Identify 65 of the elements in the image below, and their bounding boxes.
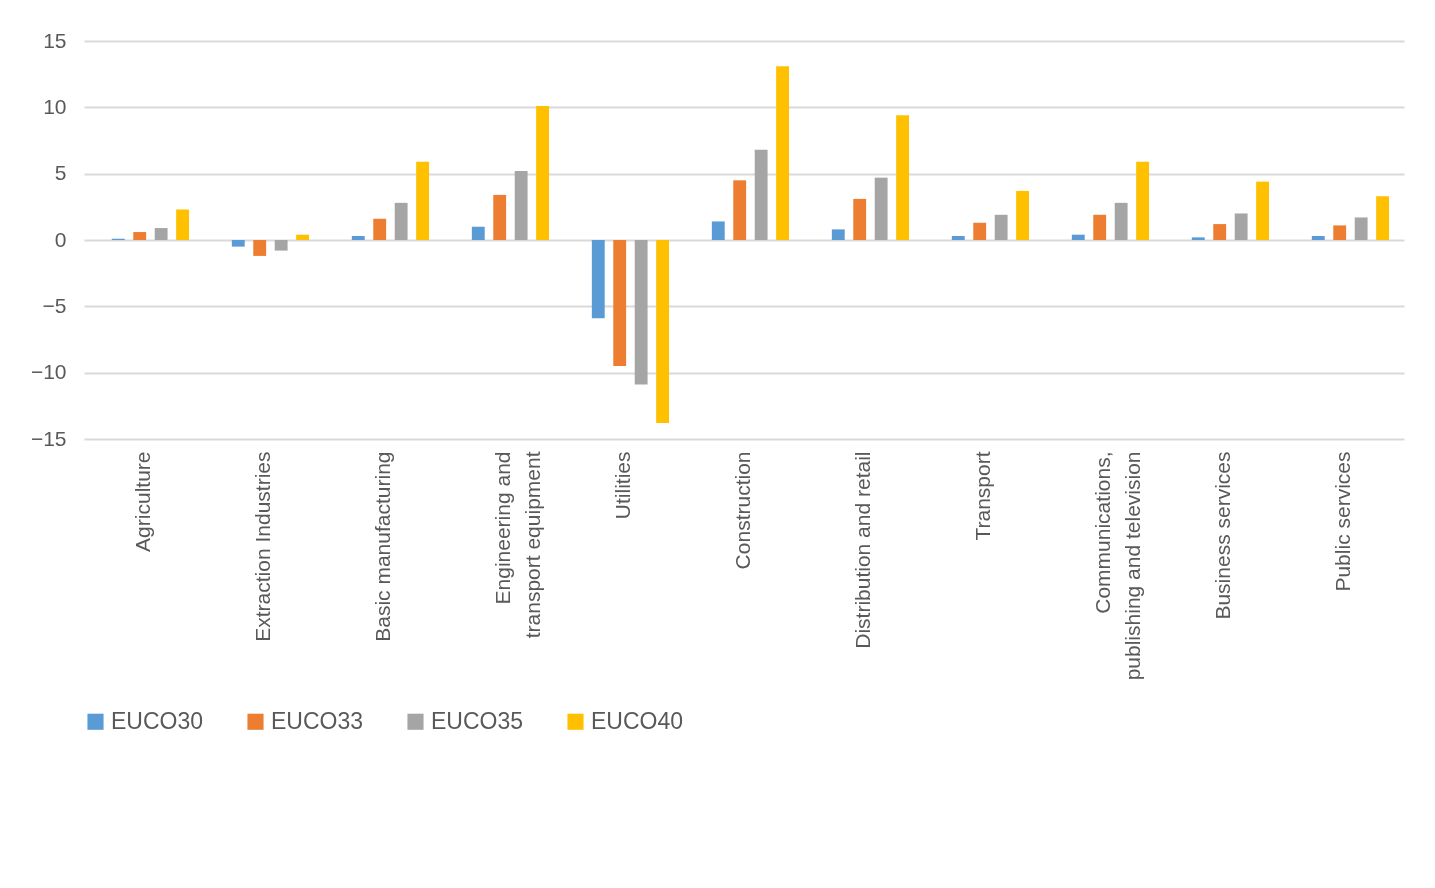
bar	[1114, 202, 1128, 240]
y-tick-label: 0	[54, 227, 67, 251]
bar	[711, 221, 725, 240]
bar	[514, 171, 528, 240]
bar	[1354, 217, 1368, 240]
bar	[1256, 181, 1270, 240]
bar	[1093, 214, 1107, 240]
bar	[634, 240, 648, 385]
bar	[231, 240, 245, 247]
bar	[754, 149, 768, 240]
bar	[154, 228, 168, 240]
bar	[253, 240, 267, 256]
legend-label: EUCO30	[111, 707, 204, 734]
bar	[853, 198, 867, 240]
legend-label: EUCO33	[271, 707, 364, 734]
x-tick-label: Utilities	[611, 451, 634, 520]
x-tick-label: Communications, publishing and television	[1091, 451, 1144, 681]
bar	[994, 214, 1008, 240]
y-tick-label: −10	[30, 360, 67, 384]
y-tick-label: 10	[43, 94, 67, 118]
x-tick-label: Agriculture	[131, 451, 154, 552]
bar	[471, 226, 485, 240]
bar	[1016, 190, 1030, 240]
x-tick-label: Public services	[1331, 451, 1354, 592]
bar	[973, 222, 987, 240]
bar	[1071, 234, 1085, 240]
bar	[896, 115, 910, 240]
y-tick-label: 5	[54, 161, 67, 185]
bar	[351, 236, 365, 240]
bar	[613, 240, 627, 367]
bar	[656, 240, 670, 424]
x-tick-label: Extraction Industries	[251, 451, 274, 642]
bar	[274, 240, 288, 251]
y-tick-label: 15	[43, 28, 67, 52]
bar	[133, 232, 147, 240]
bar	[536, 106, 550, 240]
bar	[493, 194, 507, 240]
bar	[394, 202, 408, 240]
bar	[733, 180, 747, 240]
bar	[1376, 196, 1390, 240]
bar	[776, 66, 790, 240]
bar	[373, 218, 387, 240]
bar	[1191, 237, 1205, 240]
bar	[591, 240, 605, 319]
bar	[831, 229, 845, 240]
bar	[176, 209, 190, 240]
bar	[416, 161, 430, 240]
y-tick-label: −15	[30, 426, 67, 450]
x-tick-label: Engineering and transport equipment	[491, 451, 544, 639]
bar	[874, 177, 888, 240]
legend-label: EUCO40	[591, 707, 684, 734]
bar	[951, 236, 965, 240]
bar	[1311, 236, 1325, 240]
y-tick-label: −5	[42, 293, 67, 317]
bar	[1136, 161, 1150, 240]
legend-label: EUCO35	[431, 707, 524, 734]
bar	[1234, 213, 1248, 240]
x-tick-label: Construction	[731, 451, 754, 570]
bar	[1213, 224, 1227, 240]
x-tick-label: Distribution and retail	[851, 451, 874, 649]
x-tick-label: Transport	[971, 451, 994, 541]
bar	[1333, 225, 1347, 240]
bar	[296, 234, 310, 240]
x-tick-label: Basic manufacturing	[371, 451, 394, 642]
x-tick-label: Business services	[1211, 451, 1234, 620]
